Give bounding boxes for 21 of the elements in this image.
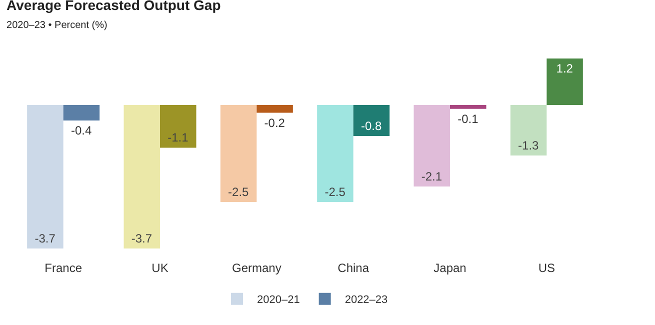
data-label: -3.7 <box>131 231 152 246</box>
x-tick-label: US <box>538 261 556 275</box>
x-tick-label: Germany <box>232 261 282 275</box>
data-label: -2.5 <box>228 184 250 199</box>
data-label: -0.1 <box>458 112 479 126</box>
data-label: -0.8 <box>360 119 382 134</box>
x-tick-label: China <box>338 261 370 275</box>
data-label: -2.1 <box>421 169 442 184</box>
data-label: -0.4 <box>70 124 92 138</box>
data-label: -3.7 <box>34 231 56 246</box>
data-label: -1.1 <box>168 130 189 145</box>
data-label: -2.5 <box>324 184 346 199</box>
x-tick-label: UK <box>152 261 168 275</box>
x-tick-label: France <box>44 261 82 275</box>
chart-subtitle: 2020–23 • Percent (%) <box>6 20 108 31</box>
legend-label: 2020–21 <box>257 294 300 306</box>
legend-label: 2022–23 <box>344 294 388 306</box>
data-label: -0.2 <box>264 116 286 130</box>
data-label: 1.2 <box>556 62 574 76</box>
data-label: -1.3 <box>518 138 540 152</box>
x-tick-label: Japan <box>434 261 466 275</box>
